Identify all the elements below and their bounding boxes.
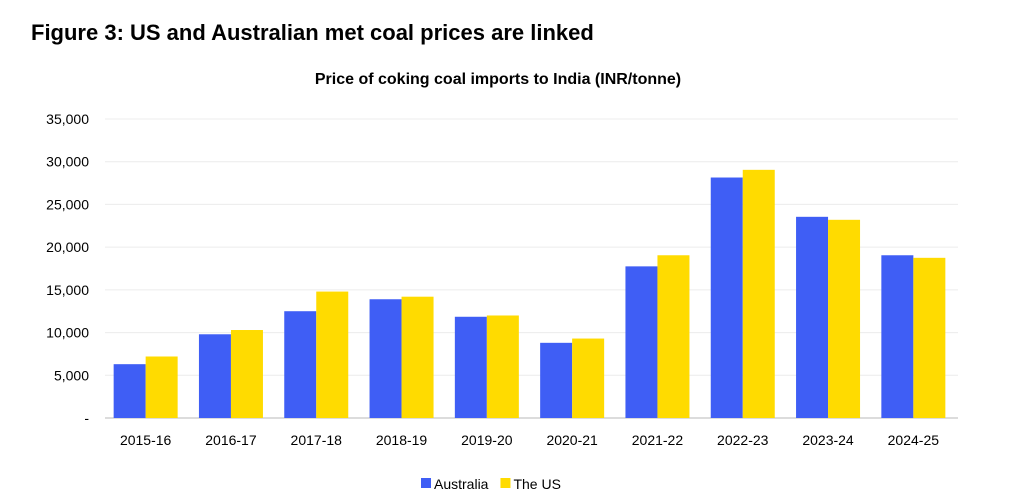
y-tick-label: 20,000	[46, 239, 89, 255]
bar-the-us-2019-20	[486, 315, 519, 418]
bar-the-us-2020-21	[572, 338, 605, 418]
x-tick-label: 2016-17	[205, 432, 257, 448]
legend-swatch	[421, 478, 431, 488]
bar-australia-2023-24	[796, 216, 829, 418]
bar-australia-2022-23	[710, 177, 743, 418]
bar-the-us-2015-16	[145, 356, 178, 418]
x-tick-label: 2018-19	[376, 432, 428, 448]
bar-australia-2021-22	[625, 266, 658, 418]
bar-australia-2016-17	[198, 334, 231, 418]
bar-the-us-2016-17	[230, 330, 263, 418]
x-tick-label: 2019-20	[461, 432, 513, 448]
bar-the-us-2017-18	[316, 291, 349, 418]
x-tick-label: 2023-24	[802, 432, 854, 448]
bar-the-us-2023-24	[828, 219, 861, 418]
bar-australia-2019-20	[454, 316, 487, 418]
chart-title: Price of coking coal imports to India (I…	[315, 71, 681, 88]
y-tick-label: -	[84, 410, 89, 426]
legend-swatch	[500, 478, 511, 488]
bar-australia-2015-16	[113, 364, 146, 418]
x-tick-label: 2024-25	[888, 432, 940, 448]
y-tick-label: 5,000	[54, 367, 89, 383]
bar-australia-2020-21	[540, 342, 573, 418]
bar-australia-2024-25	[881, 255, 914, 418]
bar-the-us-2024-25	[913, 257, 946, 418]
legend-label: Australia	[434, 476, 489, 492]
x-tick-label: 2020-21	[546, 432, 598, 448]
bar-the-us-2021-22	[657, 255, 690, 418]
legend-label: The US	[513, 476, 560, 492]
y-tick-label: 10,000	[46, 325, 89, 341]
y-tick-label: 15,000	[46, 282, 89, 298]
x-tick-label: 2015-16	[120, 432, 172, 448]
y-tick-label: 25,000	[46, 196, 89, 212]
x-tick-label: 2017-18	[291, 432, 343, 448]
y-tick-label: 30,000	[46, 154, 89, 170]
bar-the-us-2018-19	[401, 296, 434, 418]
bar-australia-2017-18	[284, 311, 317, 418]
bar-the-us-2022-23	[742, 169, 775, 418]
x-tick-label: 2021-22	[632, 432, 684, 448]
figure-title: Figure 3: US and Australian met coal pri…	[31, 20, 594, 45]
x-tick-label: 2022-23	[717, 432, 769, 448]
bar-australia-2018-19	[369, 299, 402, 418]
y-tick-label: 35,000	[46, 111, 89, 127]
